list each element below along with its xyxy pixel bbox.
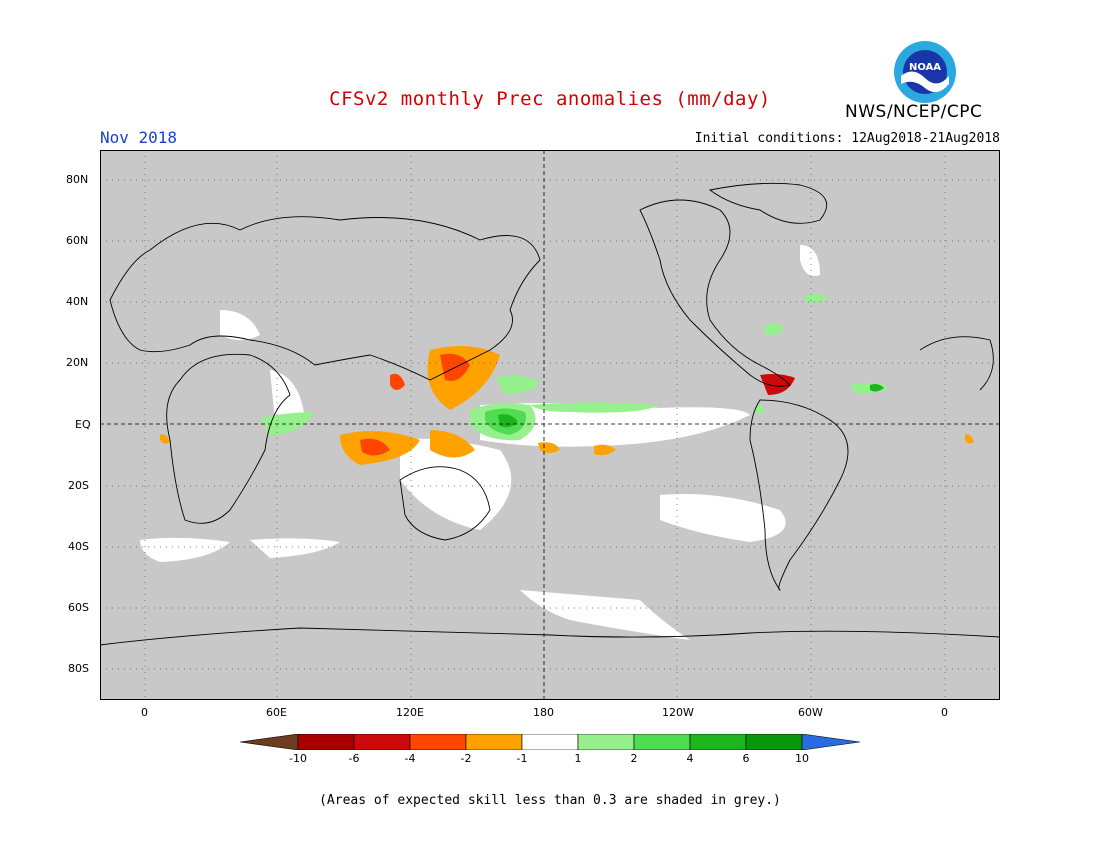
lat-label: 60S xyxy=(68,601,89,614)
lon-label: 0 xyxy=(941,706,948,719)
forecast-period: Nov 2018 xyxy=(100,128,178,147)
colorbar-swatch xyxy=(353,734,411,750)
lon-label: 180 xyxy=(533,706,554,719)
colorbar-swatches xyxy=(240,734,860,750)
colorbar-swatch xyxy=(689,734,747,750)
chart-title: CFSv2 monthly Prec anomalies (mm/day) xyxy=(329,88,771,110)
colorbar-label: -4 xyxy=(404,752,416,765)
lat-label: 20N xyxy=(66,356,89,369)
lon-label: 60E xyxy=(266,706,287,719)
colorbar-label: 6 xyxy=(742,752,750,765)
colorbar-label: -2 xyxy=(460,752,472,765)
noaa-logo-text: NOAA xyxy=(909,62,941,73)
lat-label: 20S xyxy=(68,479,89,492)
noaa-logo: NOAA xyxy=(894,41,956,103)
dry-anomaly-regions xyxy=(160,346,974,465)
lat-label: 40N xyxy=(66,295,89,308)
colorbar-label: 2 xyxy=(630,752,638,765)
colorbar-swatch xyxy=(521,734,579,750)
initial-conditions: Initial conditions: 12Aug2018-21Aug2018 xyxy=(694,131,1000,146)
colorbar-swatch xyxy=(409,734,467,750)
colorbar-label: -1 xyxy=(516,752,528,765)
colorbar-swatch xyxy=(745,734,803,750)
lat-label: 80S xyxy=(68,662,89,675)
colorbar-label: -6 xyxy=(348,752,360,765)
wet-anomaly-regions xyxy=(260,294,890,441)
colorbar-swatch xyxy=(577,734,635,750)
colorbar-label: 10 xyxy=(795,752,809,765)
coastlines xyxy=(100,182,1000,646)
skill-note: (Areas of expected skill less than 0.3 a… xyxy=(319,793,781,808)
colorbar-swatch xyxy=(465,734,523,750)
colorbar-label: 1 xyxy=(574,752,582,765)
lon-label: 0 xyxy=(141,706,148,719)
lat-label: 40S xyxy=(68,540,89,553)
lat-label: 60N xyxy=(66,234,89,247)
lat-label: EQ xyxy=(75,418,91,431)
lon-label: 120E xyxy=(396,706,424,719)
precip-anomaly-map xyxy=(100,150,1000,700)
colorbar-swatch xyxy=(297,734,355,750)
gridlines xyxy=(100,150,1000,700)
lon-label: 120W xyxy=(662,706,694,719)
colorbar xyxy=(240,734,860,750)
colorbar-label: 4 xyxy=(686,752,694,765)
colorbar-swatch xyxy=(633,734,691,750)
colorbar-swatch-low xyxy=(240,734,299,750)
lat-label: 80N xyxy=(66,173,89,186)
lon-label: 60W xyxy=(798,706,823,719)
colorbar-label: -10 xyxy=(289,752,307,765)
agency-label: NWS/NCEP/CPC xyxy=(845,102,983,122)
colorbar-swatch-high xyxy=(801,734,860,750)
